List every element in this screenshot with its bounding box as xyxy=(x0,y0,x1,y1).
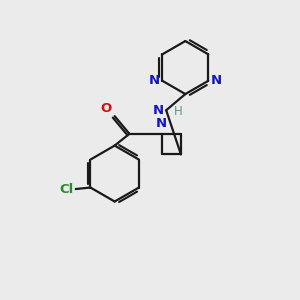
Text: H: H xyxy=(174,105,182,118)
Text: N: N xyxy=(153,104,164,117)
Text: O: O xyxy=(100,102,111,115)
Text: N: N xyxy=(156,117,167,130)
Text: Cl: Cl xyxy=(59,182,74,196)
Text: N: N xyxy=(211,74,222,87)
Text: N: N xyxy=(149,74,160,87)
